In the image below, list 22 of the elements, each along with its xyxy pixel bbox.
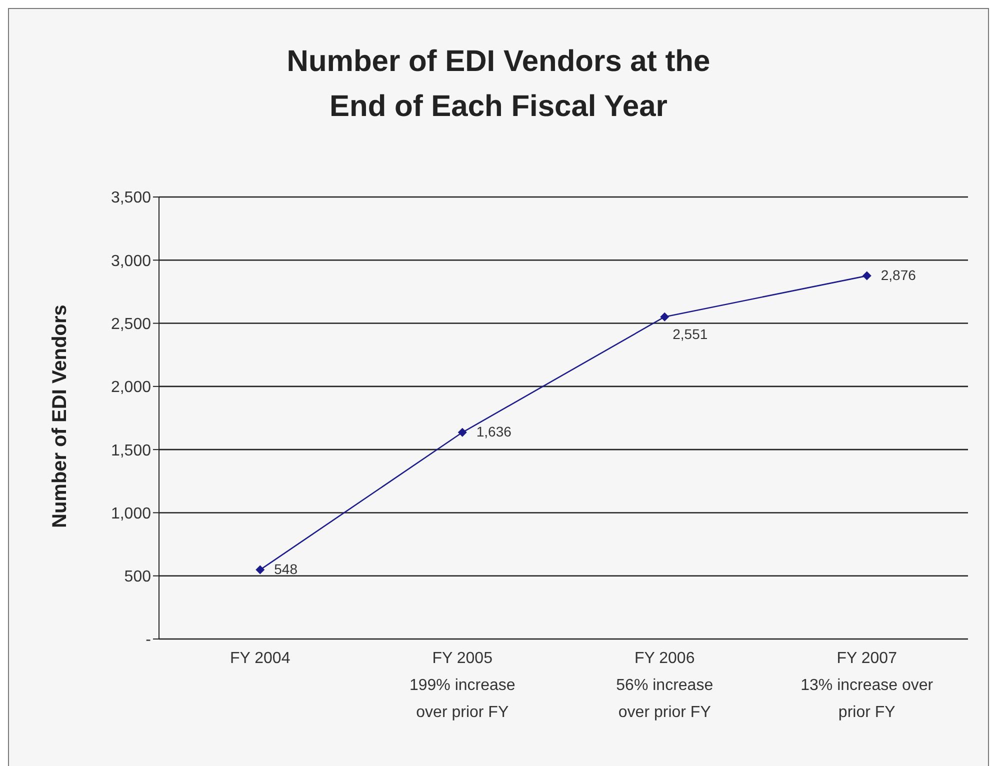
point xyxy=(458,428,467,437)
point xyxy=(256,565,265,574)
chart-title: Number of EDI Vendors at the End of Each Fiscal Year xyxy=(286,44,712,125)
data-label: 1,636 xyxy=(476,423,512,440)
data-label: 2,551 xyxy=(672,326,708,342)
y-tick-label: 3,000 xyxy=(110,252,152,270)
y-tick-label: 3,500 xyxy=(110,190,152,207)
x-tick-label: FY 2005 199% increase over prior FY xyxy=(409,650,516,721)
y-tick-label: 2,000 xyxy=(110,379,152,396)
y-tick-label: 1,500 xyxy=(110,442,152,460)
data-label: 548 xyxy=(274,560,298,577)
y-tick-label: 2,500 xyxy=(110,316,152,333)
y-tick-label: 500 xyxy=(124,568,152,586)
y-axis-title: Number of EDI Vendors xyxy=(49,304,72,528)
point xyxy=(660,312,670,322)
x-tick-label: FY 2004 xyxy=(230,650,290,667)
y-tick-label: 1,000 xyxy=(110,505,152,522)
point xyxy=(862,271,872,280)
x-tick-label: FY 2007 13% increase over prior FY xyxy=(800,650,934,721)
y-tick-label: - xyxy=(146,632,151,649)
data-label: 2,876 xyxy=(880,266,916,283)
x-tick-label: FY 2006 56% increase over prior FY xyxy=(616,650,714,721)
